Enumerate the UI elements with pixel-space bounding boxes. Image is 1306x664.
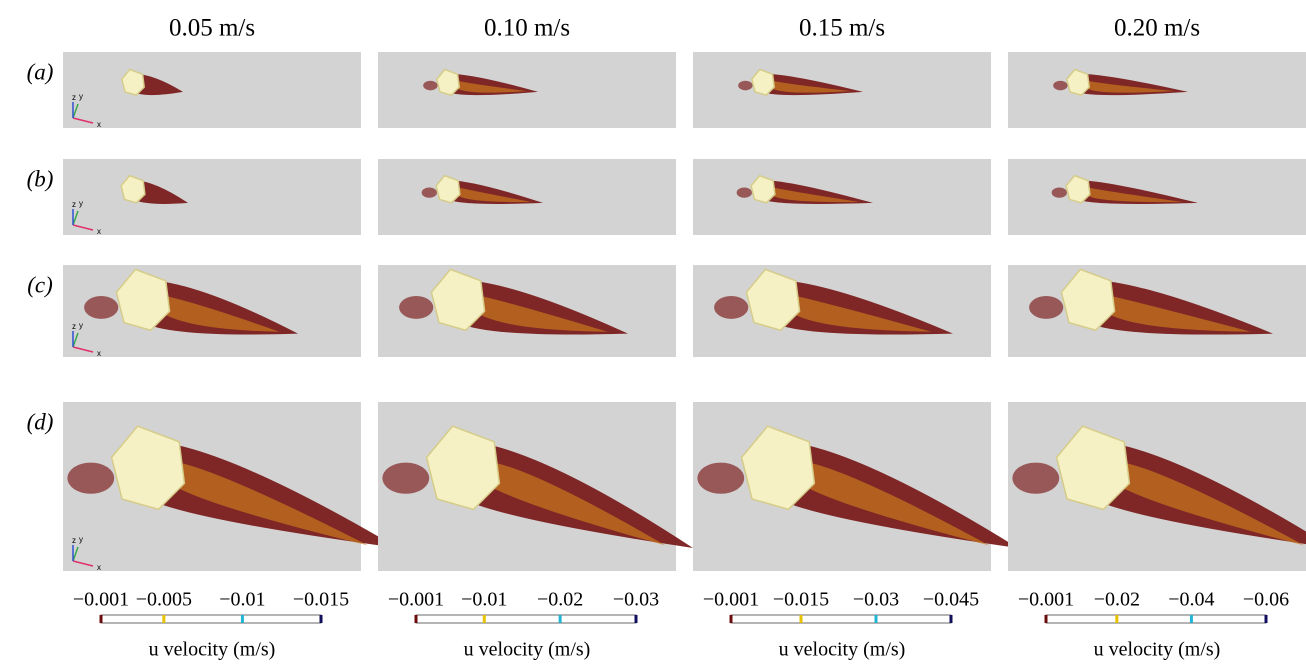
- colorbar: [101, 615, 321, 623]
- upstream-blob: [1012, 463, 1059, 494]
- upstream-blob: [737, 188, 752, 198]
- colorbar-tick-label: −0.03: [613, 589, 659, 611]
- colorbar-tick-label: −0.06: [1243, 589, 1289, 611]
- colorbar-tick: [415, 615, 418, 623]
- triad-label: x: [97, 120, 101, 129]
- colorbar-tick-label: −0.015: [773, 589, 829, 611]
- triad-label: z: [72, 322, 76, 331]
- column-title: 0.05 m/s: [169, 15, 255, 42]
- colorbar-tick-label: −0.001: [1018, 589, 1074, 611]
- upstream-blob: [738, 81, 752, 91]
- colorbar-tick: [1115, 615, 1118, 623]
- upstream-blob: [382, 463, 429, 494]
- colorbar-label: u velocity (m/s): [464, 639, 591, 661]
- colorbar-tick: [730, 615, 733, 623]
- column-title: 0.20 m/s: [1114, 15, 1200, 42]
- colorbar: [1046, 615, 1266, 623]
- row-label: (c): [27, 272, 53, 297]
- colorbar-tick: [162, 615, 165, 623]
- colorbar-tick-label: −0.015: [293, 589, 349, 611]
- row-label: (d): [27, 409, 54, 434]
- colorbar-tick-label: −0.01: [461, 589, 507, 611]
- panel: [63, 159, 361, 235]
- colorbar: [731, 615, 951, 623]
- column-title: 0.10 m/s: [484, 15, 570, 42]
- upstream-blob: [1053, 81, 1067, 91]
- upstream-blob: [1029, 296, 1063, 319]
- upstream-blob: [67, 463, 114, 494]
- colorbar-tick-label: −0.03: [853, 589, 899, 611]
- colorbar-tick-label: −0.02: [537, 589, 583, 611]
- colorbar-tick: [100, 615, 103, 623]
- upstream-blob: [697, 463, 744, 494]
- colorbar-tick-label: −0.005: [136, 589, 192, 611]
- colorbar-tick: [241, 615, 244, 623]
- colorbar: [416, 615, 636, 623]
- colorbar-tick-label: −0.001: [73, 589, 129, 611]
- triad-label: x: [97, 349, 101, 358]
- upstream-blob: [422, 188, 437, 198]
- triad-label: z: [72, 200, 76, 209]
- row-label: (b): [27, 166, 54, 191]
- triad-label: y: [79, 92, 83, 101]
- upstream-blob: [423, 81, 437, 91]
- colorbar-tick: [950, 615, 953, 623]
- colorbar-tick: [483, 615, 486, 623]
- colorbar-tick-label: −0.04: [1168, 589, 1214, 611]
- upstream-blob: [714, 296, 748, 319]
- triad-label: y: [79, 199, 83, 208]
- colorbar-tick-label: −0.02: [1094, 589, 1140, 611]
- colorbar-label: u velocity (m/s): [149, 639, 276, 661]
- colorbar-tick: [800, 615, 803, 623]
- colorbar-tick: [1045, 615, 1048, 623]
- colorbar-tick: [1265, 615, 1268, 623]
- triad-label: x: [97, 563, 101, 572]
- triad-label: x: [97, 227, 101, 236]
- triad-label: y: [79, 535, 83, 544]
- colorbar-label: u velocity (m/s): [779, 639, 906, 661]
- colorbar-tick-label: −0.045: [923, 589, 979, 611]
- upstream-blob: [399, 296, 433, 319]
- column-title: 0.15 m/s: [799, 15, 885, 42]
- figure: (a)zyx(b)zyx(c)zyx(d)zyx0.05 m/s−0.001−0…: [0, 0, 1306, 664]
- colorbar-tick: [635, 615, 638, 623]
- colorbar-tick: [320, 615, 323, 623]
- colorbar-tick: [559, 615, 562, 623]
- panel: [63, 52, 361, 128]
- upstream-blob: [1052, 188, 1067, 198]
- row-label: (a): [27, 59, 54, 84]
- colorbar-tick: [875, 615, 878, 623]
- colorbar-tick-label: −0.001: [703, 589, 759, 611]
- triad-label: z: [72, 536, 76, 545]
- upstream-blob: [84, 296, 118, 319]
- colorbar-tick-label: −0.001: [388, 589, 444, 611]
- triad-label: z: [72, 93, 76, 102]
- colorbar-tick-label: −0.01: [219, 589, 265, 611]
- panel: [378, 159, 676, 235]
- triad-label: y: [79, 321, 83, 330]
- colorbar-tick: [1190, 615, 1193, 623]
- colorbar-label: u velocity (m/s): [1094, 639, 1221, 661]
